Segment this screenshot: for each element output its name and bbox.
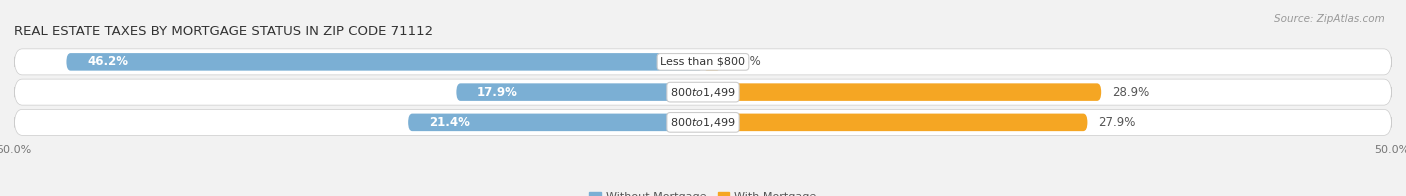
Text: 27.9%: 27.9% — [1098, 116, 1136, 129]
Text: 46.2%: 46.2% — [87, 55, 128, 68]
Text: REAL ESTATE TAXES BY MORTGAGE STATUS IN ZIP CODE 71112: REAL ESTATE TAXES BY MORTGAGE STATUS IN … — [14, 25, 433, 38]
FancyBboxPatch shape — [408, 114, 703, 131]
Text: Source: ZipAtlas.com: Source: ZipAtlas.com — [1274, 14, 1385, 24]
FancyBboxPatch shape — [703, 53, 721, 71]
FancyBboxPatch shape — [66, 53, 703, 71]
FancyBboxPatch shape — [457, 83, 703, 101]
FancyBboxPatch shape — [14, 109, 1392, 135]
Text: 21.4%: 21.4% — [429, 116, 470, 129]
Text: 28.9%: 28.9% — [1112, 86, 1150, 99]
FancyBboxPatch shape — [14, 49, 1392, 75]
Legend: Without Mortgage, With Mortgage: Without Mortgage, With Mortgage — [585, 187, 821, 196]
FancyBboxPatch shape — [14, 79, 1392, 105]
Text: 1.3%: 1.3% — [733, 55, 762, 68]
Text: 17.9%: 17.9% — [477, 86, 517, 99]
FancyBboxPatch shape — [703, 83, 1101, 101]
FancyBboxPatch shape — [703, 114, 1087, 131]
Text: Less than $800: Less than $800 — [661, 57, 745, 67]
Text: $800 to $1,499: $800 to $1,499 — [671, 116, 735, 129]
Text: $800 to $1,499: $800 to $1,499 — [671, 86, 735, 99]
